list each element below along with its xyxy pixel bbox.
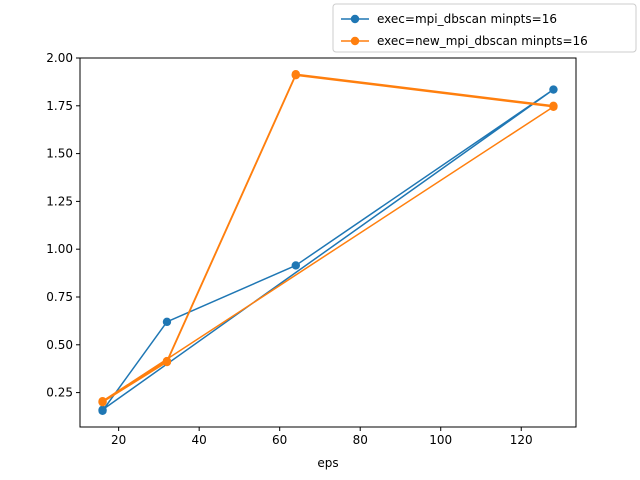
x-tick-label: 80 <box>353 433 368 447</box>
plot-area <box>98 70 558 415</box>
y-tick-label: 1.75 <box>46 99 73 113</box>
plot-frame <box>79 57 577 428</box>
y-tick-label: 0.50 <box>46 338 73 352</box>
y-tick-label: 1.50 <box>46 147 73 161</box>
x-tick-label: 40 <box>192 433 207 447</box>
x-tick-label: 100 <box>429 433 452 447</box>
data-point <box>291 261 300 270</box>
data-point <box>291 70 300 79</box>
data-point <box>549 85 558 94</box>
legend-swatch-marker <box>350 36 360 46</box>
y-axis: 0.25 0.50 0.75 1.00 1.25 1.50 1.75 2.00 <box>46 51 80 400</box>
series-line-2 <box>101 73 555 403</box>
legend-entry-label: exec=mpi_dbscan minpts=16 <box>377 12 557 26</box>
data-point <box>162 317 172 327</box>
y-tick-label: 0.25 <box>46 386 73 400</box>
y-tick-label: 0.75 <box>46 290 73 304</box>
legend: exec=mpi_dbscan minpts=16 exec=new_mpi_db… <box>332 3 637 53</box>
legend-entry-label: exec=new_mpi_dbscan minpts=16 <box>377 34 588 48</box>
legend-swatch-marker <box>350 14 360 24</box>
y-tick-label: 1.00 <box>46 242 73 256</box>
x-tick-label: 120 <box>510 433 533 447</box>
y-tick-label: 2.00 <box>46 51 73 65</box>
x-tick-label: 60 <box>272 433 287 447</box>
x-tick-label: 20 <box>111 433 126 447</box>
legend-box <box>332 3 637 53</box>
y-tick-label: 1.25 <box>46 194 73 208</box>
data-point <box>98 396 107 406</box>
x-axis: 20 40 60 80 100 120 <box>111 427 533 447</box>
data-point <box>98 405 107 414</box>
data-point <box>162 356 172 366</box>
x-axis-label: eps <box>317 456 338 470</box>
data-point <box>549 101 558 110</box>
